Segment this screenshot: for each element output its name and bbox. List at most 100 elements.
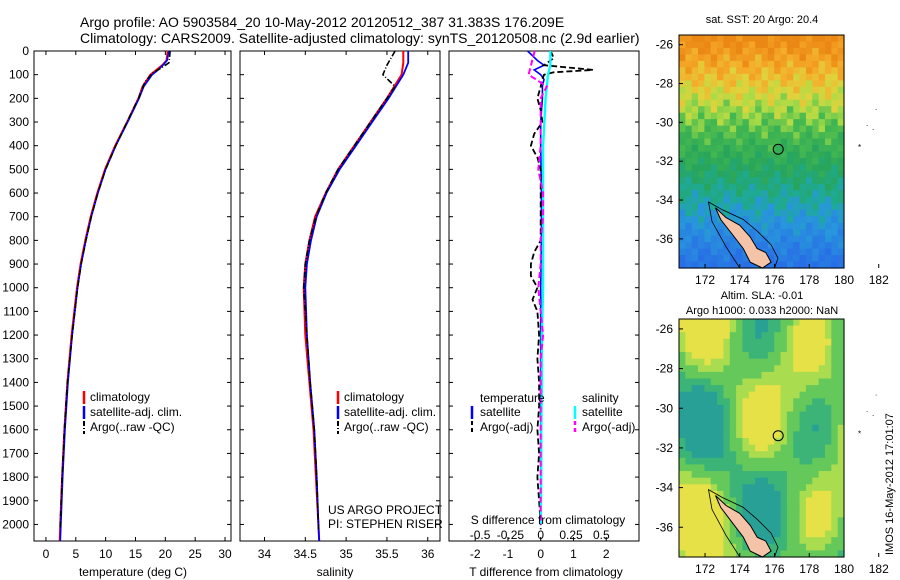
map-cell [780,418,788,426]
map-cell [818,255,826,263]
map-cell [831,490,839,499]
map-cell [818,497,826,505]
map-cell [812,229,820,237]
map-cell [831,345,839,353]
map-cell [831,457,839,466]
depth-tick-label: 900 [9,257,29,271]
map-cell [736,106,744,114]
map-cell [710,119,718,127]
salinity-legend: climatology satellite-adj. clim. Argo(..… [328,390,443,531]
map-cell [698,235,705,243]
map-cell [691,60,699,68]
map-cell [748,358,756,366]
series-line-argo-raw-qc- [302,50,396,530]
map-cell [824,497,832,505]
map-cell [780,444,788,452]
map-cell [717,523,725,532]
map-cell [755,319,763,327]
map-cell [761,35,769,43]
map-cell [704,385,712,393]
map-cell [729,99,737,107]
map-cell [824,157,832,166]
map-cell [755,378,763,386]
map-cell [812,490,820,499]
map-cell [748,385,756,393]
map-cell [679,510,686,518]
map-cell [805,345,813,353]
map-cell [723,444,731,452]
map-cell [691,183,699,191]
map-cell [755,125,763,133]
map-cell [818,54,826,62]
map-cell [717,338,725,347]
map-cell [812,497,820,505]
map-cell [799,35,807,43]
map-cell [748,332,756,340]
map-cell [818,451,826,459]
map-cell [748,125,756,133]
map-cell [786,196,794,204]
legend-label-t-argo: Argo(-adj) [480,420,533,434]
map-cell [805,145,813,153]
map-cell [774,352,782,360]
series-line-climatology [302,51,405,542]
map-cell [685,255,693,263]
map-cell [717,157,725,166]
map-cell [742,86,750,94]
map-cell [679,424,686,432]
map-cell [691,216,699,224]
map-cell [837,378,845,386]
map-cell [691,391,699,399]
map-cell [710,242,718,250]
map-cell [831,242,839,250]
map-cell [812,222,820,230]
map-cell [837,537,845,545]
map-cell [723,451,731,459]
map-cell [837,477,845,485]
map-cell [793,345,801,353]
map-cell [767,132,775,140]
map-cell [786,345,794,353]
map-cell [805,183,813,191]
map-cell [729,177,737,185]
map-cell [717,490,725,499]
map-cell [679,164,686,172]
map-cell [685,438,693,446]
map-cell [717,67,725,75]
map-cell [831,517,839,525]
map-cell [831,504,839,512]
map-cell [793,391,801,399]
map-cell [685,80,693,88]
x-tick-label: -2 [470,547,481,561]
map-cell [761,222,769,230]
depth-tick-label: 1800 [2,470,29,484]
lat-tick-label: -32 [656,441,674,455]
map-cell [698,145,705,153]
map-cell [742,418,750,426]
map-cell [755,183,763,191]
map-cell [799,352,807,360]
map-cell [818,471,826,479]
map-cell [780,404,788,413]
map-cell [793,438,801,446]
map-cell [831,151,839,159]
map-cell [748,319,756,327]
map-cell [805,431,813,439]
map-cell [755,332,763,340]
map-cell [793,190,801,198]
map-cell [691,80,699,88]
map-cell [799,451,807,459]
map-cell [793,504,801,512]
map-cell [755,222,763,230]
map-cell [793,86,801,94]
map-cell [818,464,826,472]
map-cell [837,411,845,419]
map-cell [729,190,737,198]
map-cell [736,530,744,538]
map-cell [736,358,744,366]
map-cell [691,229,699,237]
map-cell [799,517,807,525]
map-cell [774,365,782,373]
x-tick-label: 36 [421,547,435,561]
map-cell [818,41,826,49]
